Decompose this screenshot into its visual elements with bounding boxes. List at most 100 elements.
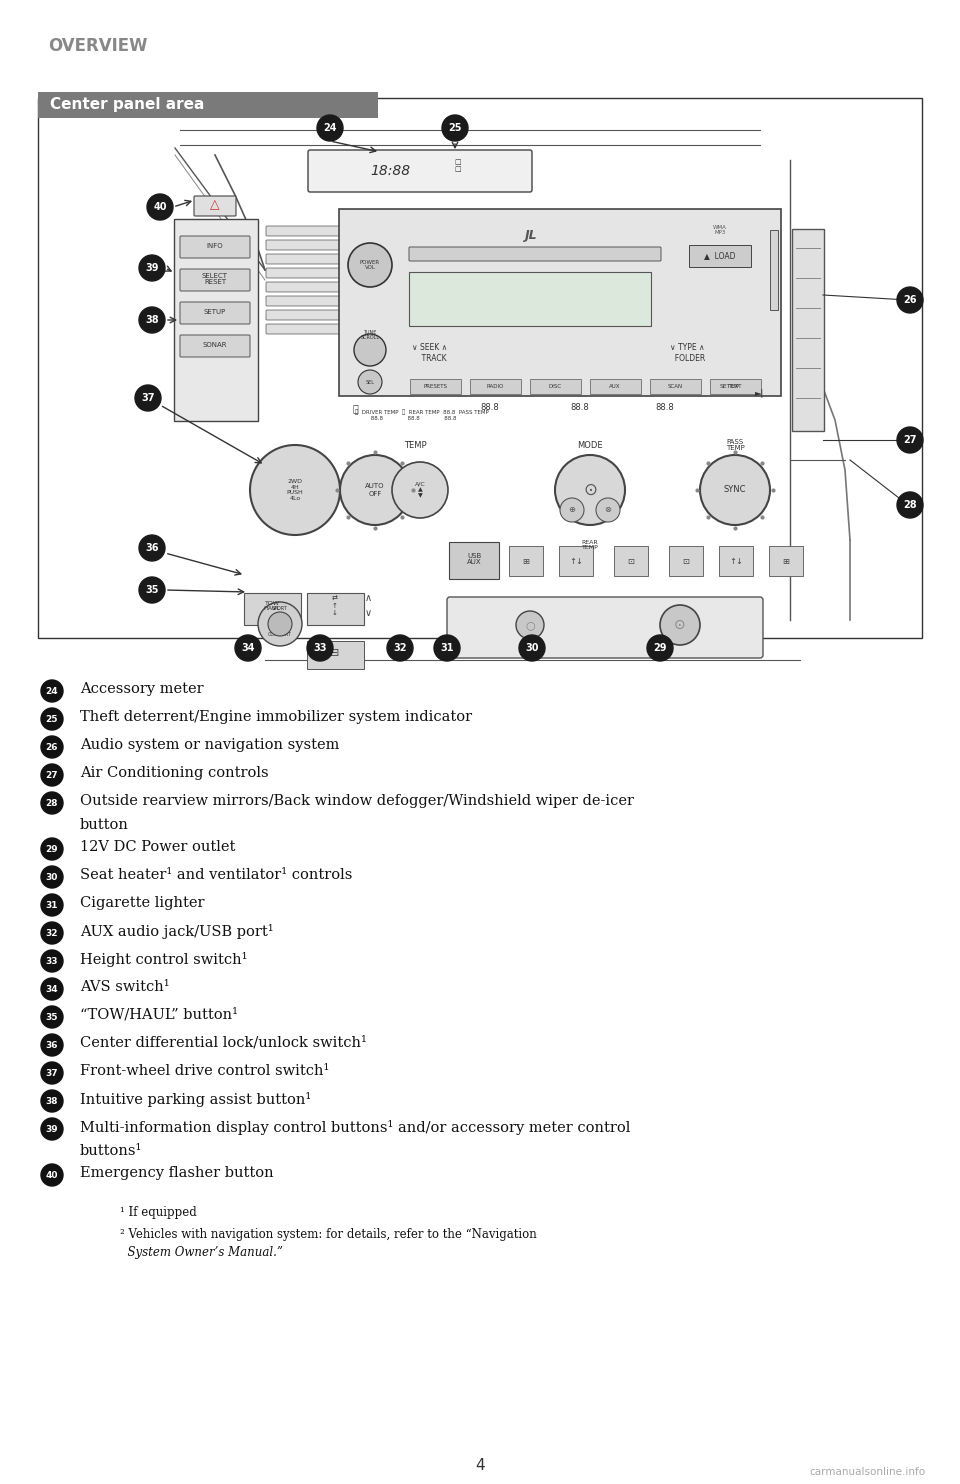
Text: Accessory meter: Accessory meter (80, 683, 204, 696)
FancyBboxPatch shape (266, 324, 340, 334)
Text: AUX: AUX (610, 383, 621, 389)
Text: WMA
MP3: WMA MP3 (713, 224, 727, 236)
Circle shape (250, 445, 340, 536)
Circle shape (358, 370, 382, 393)
FancyBboxPatch shape (409, 272, 651, 326)
Text: PRESETS: PRESETS (423, 383, 447, 389)
Text: button: button (80, 818, 129, 833)
FancyBboxPatch shape (509, 546, 543, 576)
Text: ⇄
↑
↓: ⇄ ↑ ↓ (332, 597, 338, 616)
FancyBboxPatch shape (308, 150, 532, 191)
FancyBboxPatch shape (266, 254, 340, 264)
Text: 34: 34 (241, 643, 254, 653)
Text: ⊙: ⊙ (583, 481, 597, 499)
Text: PASS
TEMP: PASS TEMP (726, 438, 744, 451)
Text: 27: 27 (903, 435, 917, 445)
FancyBboxPatch shape (559, 546, 593, 576)
Text: 39: 39 (46, 1125, 59, 1134)
Text: MODE: MODE (577, 441, 603, 450)
Circle shape (41, 978, 63, 1000)
FancyBboxPatch shape (769, 546, 803, 576)
Circle shape (519, 635, 545, 660)
Text: 38: 38 (145, 315, 158, 325)
Text: 28: 28 (903, 500, 917, 510)
Text: System Owner’s Manual.”: System Owner’s Manual.” (120, 1247, 283, 1258)
FancyBboxPatch shape (194, 196, 236, 217)
Text: “TOW/HAUL” button¹: “TOW/HAUL” button¹ (80, 1008, 238, 1022)
Text: Seat heater¹ and ventilator¹ controls: Seat heater¹ and ventilator¹ controls (80, 868, 352, 881)
Circle shape (700, 456, 770, 525)
FancyBboxPatch shape (719, 546, 753, 576)
Circle shape (41, 1063, 63, 1083)
Circle shape (354, 334, 386, 367)
Text: Emergency flasher button: Emergency flasher button (80, 1166, 274, 1180)
Circle shape (139, 536, 165, 561)
Text: 88.8: 88.8 (570, 404, 589, 413)
Text: 29: 29 (653, 643, 667, 653)
Text: 38: 38 (46, 1097, 59, 1106)
Circle shape (41, 792, 63, 815)
Circle shape (340, 456, 410, 525)
Text: 35: 35 (46, 1012, 59, 1021)
FancyBboxPatch shape (770, 230, 778, 310)
Circle shape (139, 307, 165, 332)
FancyBboxPatch shape (689, 245, 751, 267)
FancyBboxPatch shape (410, 378, 461, 393)
Text: ∨: ∨ (365, 608, 372, 617)
Circle shape (392, 462, 448, 518)
Text: Cigarette lighter: Cigarette lighter (80, 896, 204, 910)
FancyBboxPatch shape (614, 546, 648, 576)
FancyBboxPatch shape (792, 229, 824, 430)
Text: SETUP: SETUP (204, 309, 227, 315)
FancyBboxPatch shape (447, 597, 763, 657)
Text: 2WD
4H
PUSH
4Lo: 2WD 4H PUSH 4Lo (287, 479, 303, 502)
FancyBboxPatch shape (38, 98, 922, 638)
Circle shape (647, 635, 673, 660)
Text: REAR
TEMP: REAR TEMP (582, 540, 598, 551)
Text: 4: 4 (475, 1457, 485, 1472)
Circle shape (897, 286, 923, 313)
Text: 40: 40 (154, 202, 167, 212)
Text: TEMP: TEMP (404, 441, 426, 450)
Text: Intuitive parking assist button¹: Intuitive parking assist button¹ (80, 1092, 311, 1107)
Circle shape (897, 427, 923, 453)
Circle shape (596, 499, 620, 522)
FancyBboxPatch shape (449, 542, 499, 579)
Text: 88.8: 88.8 (481, 404, 499, 413)
Text: 25: 25 (448, 123, 462, 134)
Text: AUX audio jack/USB port¹: AUX audio jack/USB port¹ (80, 925, 274, 939)
Text: 36: 36 (145, 543, 158, 554)
Text: DISC: DISC (548, 383, 562, 389)
FancyBboxPatch shape (180, 303, 250, 324)
FancyBboxPatch shape (38, 92, 378, 119)
Text: TEXT: TEXT (729, 383, 742, 389)
Circle shape (560, 499, 584, 522)
Circle shape (516, 611, 544, 640)
FancyBboxPatch shape (669, 546, 703, 576)
Text: 24: 24 (324, 123, 337, 134)
Text: 32: 32 (394, 643, 407, 653)
Text: SELECT
RESET: SELECT RESET (202, 273, 228, 285)
Text: ¹ If equipped: ¹ If equipped (120, 1206, 197, 1218)
Circle shape (41, 736, 63, 758)
Text: COMFORT: COMFORT (268, 632, 292, 638)
Text: INFO: INFO (206, 243, 224, 249)
FancyBboxPatch shape (266, 226, 340, 236)
Text: ∨ TYPE ∧
  FOLDER: ∨ TYPE ∧ FOLDER (670, 343, 706, 362)
Circle shape (258, 603, 302, 646)
FancyBboxPatch shape (339, 209, 781, 396)
Text: 33: 33 (46, 957, 59, 966)
Text: ↑↓: ↑↓ (569, 556, 583, 565)
FancyBboxPatch shape (530, 378, 581, 393)
Circle shape (317, 114, 343, 141)
Text: 36: 36 (46, 1040, 59, 1049)
Text: TOW
HAUL: TOW HAUL (263, 601, 280, 611)
FancyBboxPatch shape (174, 220, 258, 421)
Text: A/C
▲
▼: A/C ▲ ▼ (415, 482, 425, 499)
Text: Height control switch¹: Height control switch¹ (80, 953, 248, 968)
FancyBboxPatch shape (266, 310, 340, 321)
Text: 32: 32 (46, 929, 59, 938)
Circle shape (41, 867, 63, 887)
Circle shape (897, 493, 923, 518)
FancyBboxPatch shape (266, 269, 340, 278)
